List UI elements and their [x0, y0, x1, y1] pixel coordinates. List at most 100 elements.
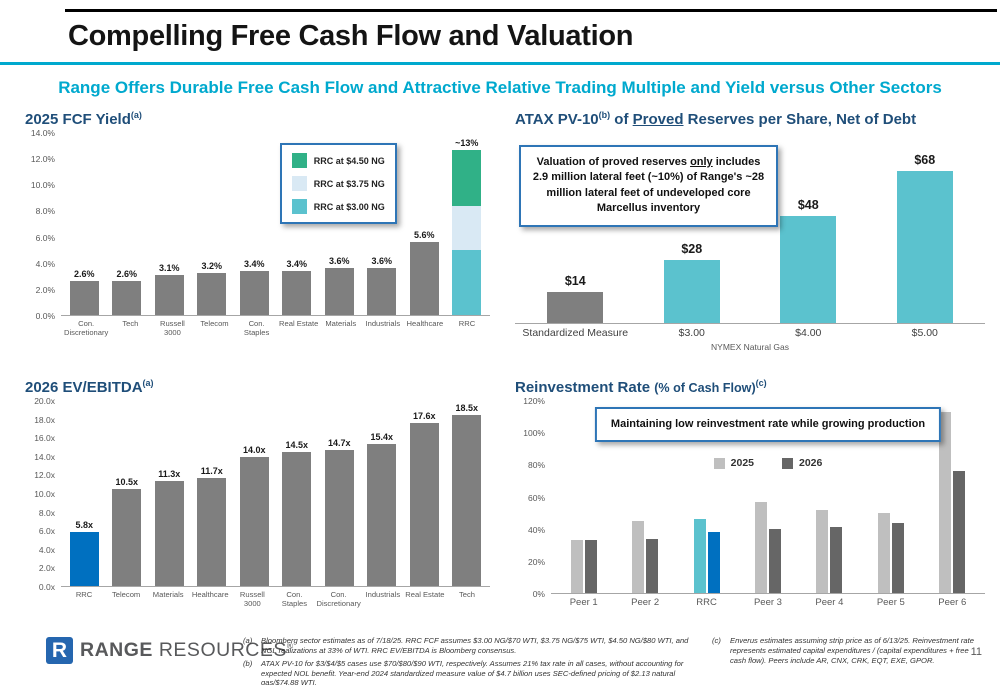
y-tick-label: 12.0% — [30, 154, 55, 165]
bar-slot-Standardized Measure: $14 — [517, 133, 634, 323]
bar-Russell 3000 — [239, 456, 269, 586]
chart-title: Reinvestment Rate (% of Cash Flow)(c) — [515, 378, 985, 396]
stacked-bar-RRC — [452, 149, 482, 315]
plot-area: 2.6% 2.6% 3.1% 3.2% 3.4% 3.4% 3.6% 3.6% 5.6% ~13%… — [61, 133, 490, 316]
y-tick-label: 20% — [527, 556, 545, 567]
stack-segment — [452, 149, 482, 206]
bar-slot-Materials: 11.3x — [148, 401, 191, 586]
bar-value-label: 11.7x — [200, 465, 223, 476]
x-category-labels: Peer 1 Peer 2 RRC Peer 3 Peer 4 Peer 5 Peer 6 — [551, 597, 985, 608]
bar-$3.00 — [663, 260, 720, 323]
x-axis-row: Peer 1 Peer 2 RRC Peer 3 Peer 4 Peer 5 Peer 6 — [515, 594, 985, 608]
bar-value-label: 14.5x — [285, 439, 309, 450]
bar-group-Peer 4 — [816, 401, 843, 593]
bars: $14 $28 $48 $68 — [515, 133, 985, 323]
logo-mark-icon: R — [46, 637, 73, 664]
x-category-labels: RRC Telecom Materials Healthcare Russell 300… — [61, 590, 490, 608]
bar-slot-Peer 1 — [553, 401, 614, 593]
x-category-label: Telecom — [111, 590, 141, 599]
y-tick-label: 100% — [523, 428, 545, 439]
x-category-label: Industrials — [365, 319, 401, 328]
bar-Standardized Measure — [547, 291, 604, 323]
x-category-label: Peer 3 — [753, 597, 782, 608]
bar-Russell 3000 — [154, 274, 184, 315]
bar-slot-RRC: 5.8x — [63, 401, 106, 586]
x-category-label: $4.00 — [795, 327, 822, 339]
x-category-label: Real Estate — [405, 590, 445, 599]
chart-2026-ev-ebitda: 2026 EV/EBITDA(a) 0.0x 2.0x 4.0x 6.0x 8.0x 10… — [25, 378, 490, 608]
bar-value-label: $14 — [564, 273, 586, 288]
bar-value-label: 14.0x — [242, 444, 266, 455]
bar-slot-Con. Discretionary: 2.6% — [63, 133, 106, 315]
bar-value-label: 11.3x — [158, 469, 181, 480]
chart-2025-fcf-yield: 2025 FCF Yield(a) 0.0% 2.0% 4.0% 6.0% 8.0% 10… — [25, 110, 490, 337]
logo-name-light: RESOURCES — [158, 639, 287, 661]
bar-slot-Peer 4 — [799, 401, 860, 593]
x-category-label: Healthcare — [191, 590, 229, 599]
x-category-label: Telecom — [200, 319, 229, 328]
bar-value-label: 18.5x — [455, 402, 479, 413]
y-axis: 0.0% 2.0% 4.0% 6.0% 8.0% 10.0% 12.0% 14.0% — [25, 128, 61, 321]
bar-slot-Telecom: 10.5x — [106, 401, 149, 586]
bar-2025-Peer 3 — [754, 501, 767, 593]
bar-value-label: 14.7x — [327, 438, 351, 449]
bar-$4.00 — [780, 215, 837, 323]
x-category-label: Healthcare — [406, 319, 444, 328]
bar-Telecom — [112, 488, 142, 586]
bar-2026-Peer 4 — [830, 527, 843, 593]
legend-swatch — [291, 176, 307, 191]
legend-item: RRC at $3.00 NG — [291, 199, 385, 214]
legend-label: 2026 — [799, 457, 823, 469]
footnote-text: Enverus estimates assuming strip price a… — [730, 636, 974, 665]
bars: 2.6% 2.6% 3.1% 3.2% 3.4% 3.4% 3.6% 3.6% 5.6% ~13% — [61, 133, 490, 315]
x-category-label: RRC — [458, 319, 476, 328]
y-tick-label: 0.0% — [35, 311, 55, 321]
bar-$5.00 — [896, 171, 953, 323]
chart-title: 2025 FCF Yield(a) — [25, 110, 490, 128]
bar-2026-Peer 2 — [646, 538, 659, 593]
y-tick-label: 4.0% — [35, 258, 55, 269]
callout-box: Maintaining low reinvestment rate while … — [594, 407, 942, 443]
bar-Con. Staples — [282, 451, 312, 586]
y-tick-label: 2.0x — [38, 563, 55, 574]
bar-slot-Tech: 18.5x — [446, 401, 489, 586]
x-category-label: Con. Staples — [281, 590, 308, 609]
bar-Con. Staples — [239, 270, 269, 315]
plot: 0.0x 2.0x 4.0x 6.0x 8.0x 10.0x 12.0x 14.0x 16.0x… — [25, 396, 490, 592]
bar-Industrials — [367, 443, 397, 586]
footnote-a: (a) Bloomberg sector estimates as of 7/1… — [243, 636, 698, 656]
x-category-label: Industrials — [365, 590, 401, 599]
bar-Tech — [112, 281, 142, 315]
bar-RRC — [69, 532, 99, 586]
y-tick-label: 0% — [532, 589, 545, 599]
y-tick-label: 14.0% — [30, 128, 55, 138]
bar-slot-Con. Staples: 14.5x — [276, 401, 319, 586]
footnote-label: (b) — [243, 658, 253, 668]
y-tick-label: 16.0x — [34, 433, 55, 444]
bar-Materials — [154, 481, 184, 586]
title-divider-rule — [0, 62, 1000, 65]
bar-slot-Healthcare: 5.6% — [403, 133, 446, 315]
bar-slot-$5.00: $68 — [867, 133, 984, 323]
y-tick-label: 10.0% — [30, 180, 55, 191]
y-tick-label: 8.0x — [38, 507, 55, 518]
bar-slot-Materials: 3.6% — [318, 133, 361, 315]
bar-value-label: $28 — [681, 242, 703, 257]
x-category-label: $3.00 — [678, 327, 705, 339]
bar-value-label: 3.1% — [158, 262, 180, 273]
bar-2025-Peer 5 — [877, 513, 890, 593]
bar-group-Peer 1 — [570, 401, 597, 593]
bar-slot-Con. Discretionary: 14.7x — [318, 401, 361, 586]
bar-slot-Real Estate: 3.4% — [276, 133, 319, 315]
bar-2025-Peer 4 — [816, 509, 829, 593]
y-tick-label: 80% — [527, 460, 545, 471]
x-category-label: Peer 4 — [815, 597, 844, 608]
x-axis-title: NYMEX Natural Gas — [711, 341, 789, 352]
footnote-b: (b) ATAX PV-10 for $3/$4/$5 cases use $7… — [243, 659, 698, 685]
plot-area: 5.8x 10.5x 11.3x 11.7x 14.0x 14.5x 14.7x 15.4x 1… — [61, 401, 490, 587]
x-category-label: Russell 3000 — [239, 590, 265, 609]
y-tick-label: 18.0x — [34, 414, 55, 425]
bar-value-label: 2.6% — [73, 269, 95, 280]
x-category-label: Materials — [325, 319, 357, 328]
legend-item: RRC at $4.50 NG — [291, 153, 385, 168]
